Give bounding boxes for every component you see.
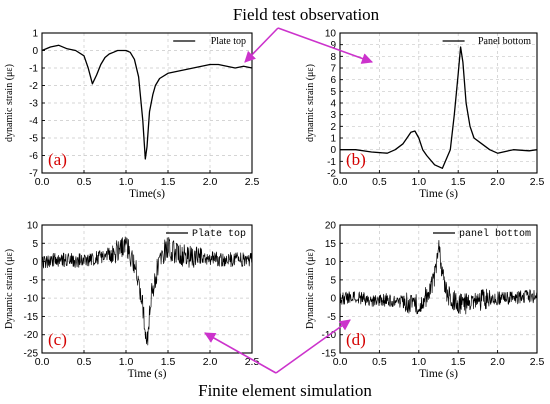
y-tick-label: 5	[32, 239, 38, 250]
y-tick-label: -10	[24, 294, 39, 305]
y-tick-label: 20	[325, 221, 337, 232]
legend-label: Panel bottom	[478, 36, 531, 47]
x-tick-label: 0.5	[77, 176, 92, 188]
y-tick-label: -4	[29, 116, 38, 127]
x-tick-label: 1.5	[451, 176, 466, 188]
y-tick-label: -6	[29, 151, 38, 162]
x-tick-label: 2.0	[490, 176, 505, 188]
x-tick-label: 2.0	[203, 176, 218, 188]
y-tick-label: -3	[29, 99, 38, 110]
plot-frame	[339, 224, 538, 354]
y-tick-label: -1	[29, 64, 38, 75]
y-tick-label: 4	[330, 99, 336, 110]
chart-panel-a: 0.0 0.5 1.0 1.5 2.0 2.5 -7 -6 -5 -4 -3 -2 -1 0 1 Time(s…	[4, 29, 259, 201]
legend-label: Plate top	[211, 36, 246, 47]
panel-tag: (c)	[48, 330, 67, 349]
x-tick-label: 2.0	[203, 356, 218, 368]
arrow-top-left	[244, 27, 279, 63]
y-tick-label: 7	[330, 64, 336, 75]
y-tick-label: 3	[330, 110, 336, 121]
y-tick-label: 0	[330, 145, 336, 156]
y-tick-label: -5	[29, 275, 38, 286]
x-tick-label: 1.0	[411, 176, 426, 188]
x-tick-label: 0.5	[77, 356, 92, 368]
x-tick-label: 2.0	[490, 356, 505, 368]
x-axis-label: Time(s)	[129, 188, 165, 200]
arrow-bottom-right	[275, 319, 351, 374]
y-tick-label: 2	[330, 122, 336, 133]
plot-frame	[41, 224, 253, 354]
x-tick-label: 0.5	[372, 176, 387, 188]
y-tick-label: -20	[24, 330, 39, 341]
x-axis-label: Time (s)	[419, 368, 458, 380]
panel-tag: (a)	[48, 150, 67, 169]
x-tick-label: 1.0	[119, 356, 134, 368]
x-axis-label: Time (s)	[419, 188, 458, 200]
x-tick-label: 2.5	[245, 176, 260, 188]
series-line	[339, 240, 538, 315]
y-tick-label: -5	[29, 134, 38, 145]
connector-arrows	[204, 27, 374, 374]
y-tick-label: -15	[322, 349, 337, 360]
banner-field-test: Field test observation	[233, 5, 380, 24]
legend-label: panel bottom	[459, 228, 531, 240]
panel-tag: (b)	[346, 150, 366, 169]
x-tick-label: 0.0	[35, 176, 50, 188]
y-tick-label: 0	[32, 46, 38, 57]
x-tick-label: 1.5	[451, 356, 466, 368]
y-tick-label: -5	[327, 312, 336, 323]
y-tick-label: -2	[327, 169, 336, 180]
y-tick-label: -1	[327, 157, 336, 168]
x-tick-label: 0.0	[333, 176, 348, 188]
series-line	[41, 236, 253, 346]
x-axis-label: Time (s)	[128, 368, 167, 380]
y-axis-label: dynamic strain (με)	[4, 64, 15, 142]
y-axis-label: Dynamic strain (με)	[305, 249, 316, 329]
x-tick-label: 1.0	[411, 356, 426, 368]
y-tick-label: 0	[330, 294, 336, 305]
series-line	[340, 46, 538, 169]
arrow-bottom-left	[204, 332, 277, 374]
series-line	[41, 44, 253, 160]
x-tick-label: 2.5	[530, 176, 545, 188]
x-tick-label: 0.0	[333, 356, 348, 368]
y-axis-label: Dynamic strain (με)	[4, 249, 15, 329]
y-tick-label: 0	[32, 257, 38, 268]
y-tick-label: 1	[32, 29, 38, 40]
y-tick-label: -7	[29, 169, 38, 180]
x-tick-label: 0.5	[372, 356, 387, 368]
y-tick-label: 1	[330, 134, 336, 145]
y-tick-label: 10	[325, 257, 337, 268]
y-tick-label: -15	[24, 312, 39, 323]
x-tick-label: 2.5	[530, 356, 545, 368]
y-tick-label: 9	[330, 40, 336, 51]
y-tick-label: 5	[330, 275, 336, 286]
x-tick-label: 1.5	[161, 356, 176, 368]
x-tick-label: 1.0	[119, 176, 134, 188]
y-tick-label: -2	[29, 81, 38, 92]
panel-tag: (d)	[346, 330, 366, 349]
legend-label: Plate top	[192, 228, 246, 240]
banner-fe-simulation: Finite element simulation	[198, 381, 372, 400]
y-tick-label: 8	[330, 52, 336, 63]
x-tick-label: 2.5	[245, 356, 260, 368]
y-axis-label: dynamic strain (με)	[305, 64, 316, 142]
y-tick-label: 15	[325, 239, 337, 250]
y-tick-label: -25	[24, 349, 39, 360]
y-tick-label: 5	[330, 87, 336, 98]
y-tick-label: 6	[330, 75, 336, 86]
y-tick-label: 10	[325, 29, 337, 40]
y-tick-label: 10	[27, 221, 39, 232]
chart-panel-c: 0.0 0.5 1.0 1.5 2.0 2.5 -25 -20 -15 -10 -5 0 5 10 Time…	[4, 221, 259, 381]
arrow-top-right	[277, 27, 374, 64]
x-tick-label: 0.0	[35, 356, 50, 368]
x-tick-label: 1.5	[161, 176, 176, 188]
